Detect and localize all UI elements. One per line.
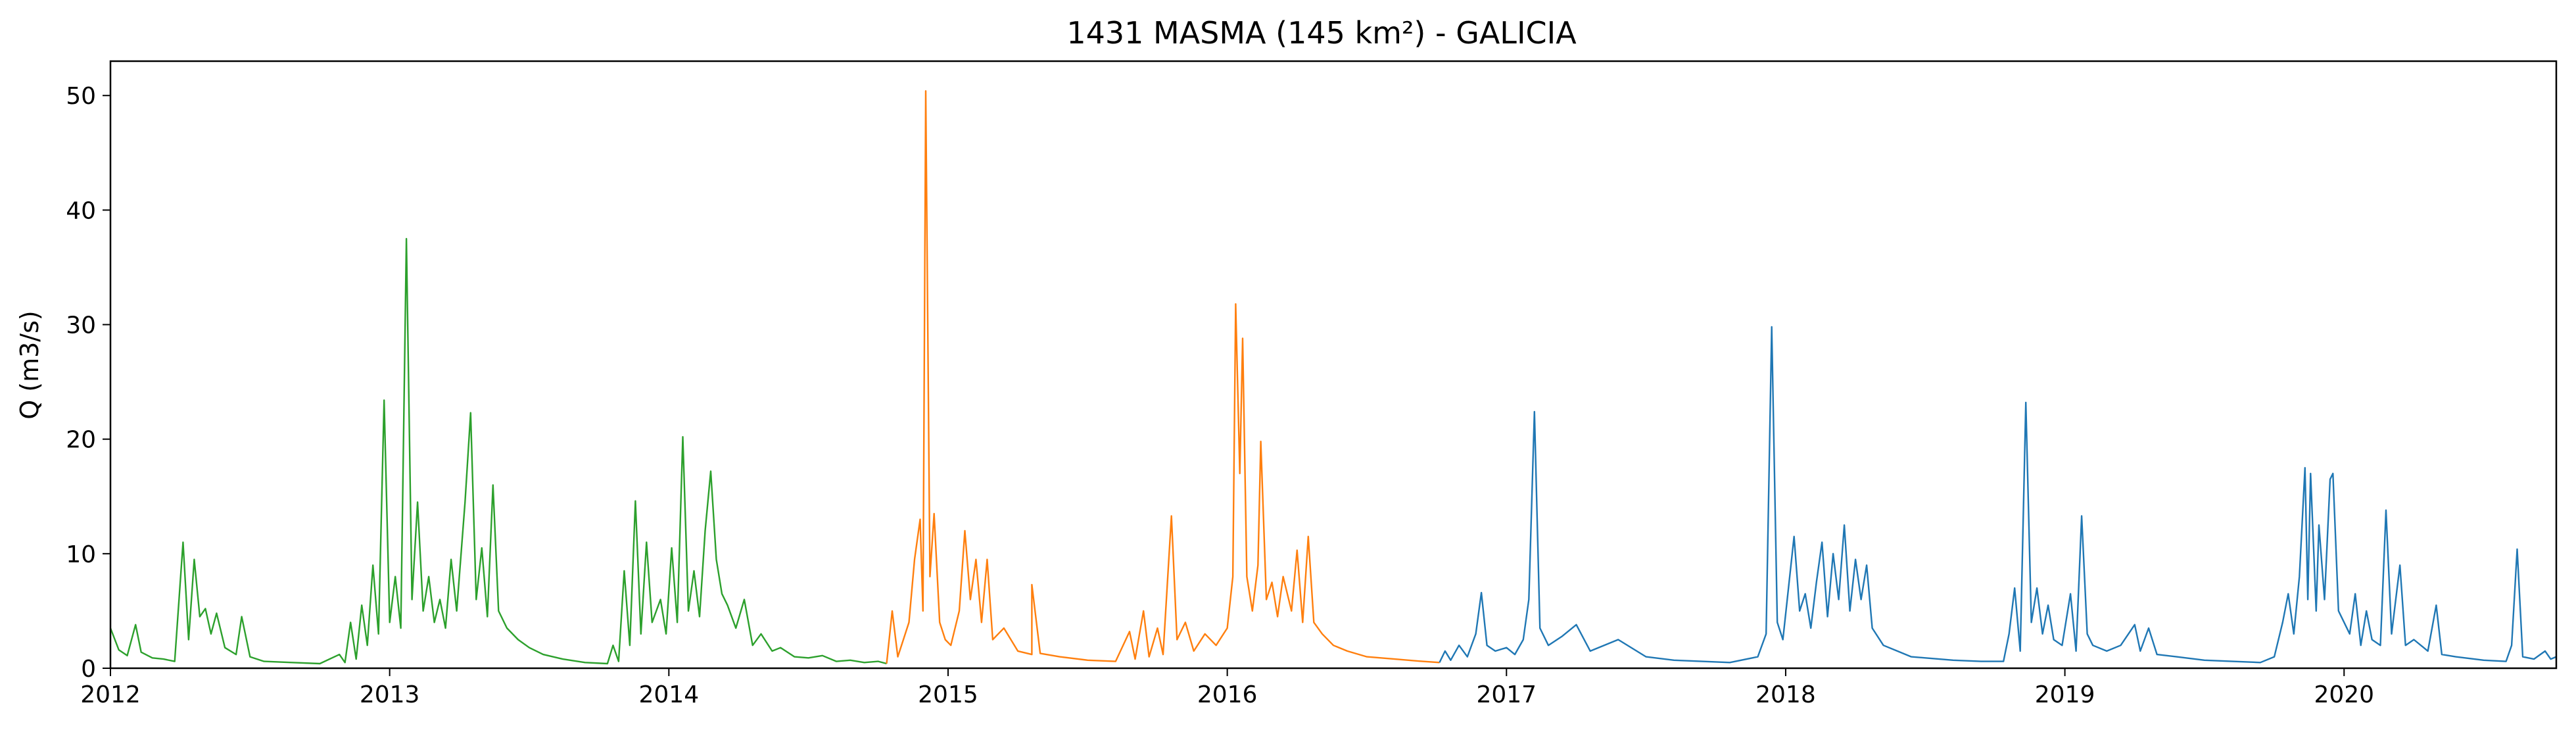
y-tick-label: 40 — [66, 197, 96, 224]
x-tick-label: 2020 — [2314, 681, 2374, 708]
x-tick-label: 2012 — [80, 681, 141, 708]
x-tick-label: 2017 — [1476, 681, 1537, 708]
y-axis-title: Q (m3/s) — [15, 310, 44, 419]
x-tick-label: 2018 — [1755, 681, 1816, 708]
series-layer — [109, 90, 2557, 665]
x-tick-label: 2015 — [918, 681, 978, 708]
y-tick-label: 20 — [66, 427, 96, 454]
ticks-layer: 2012 2013 2014 2015 2016 2017 2018 2019 2020 0 10 2… — [66, 83, 2374, 708]
x-tick-label: 2013 — [360, 681, 420, 708]
x-tick-label: 2019 — [2035, 681, 2095, 708]
plot-frame — [109, 60, 2558, 670]
chart-title: 1431 MASMA (145 km²) - GALICIA — [1066, 15, 1577, 51]
y-tick-label: 50 — [66, 83, 96, 110]
x-tick-label: 2014 — [639, 681, 700, 708]
y-tick-label: 10 — [66, 541, 96, 568]
series-line-1 — [109, 237, 887, 665]
series-line-2 — [886, 90, 1440, 664]
series-line-3 — [1439, 326, 2557, 664]
y-tick-label: 30 — [66, 312, 96, 339]
x-tick-label: 2016 — [1197, 681, 1258, 708]
y-tick-label: 0 — [81, 656, 96, 683]
